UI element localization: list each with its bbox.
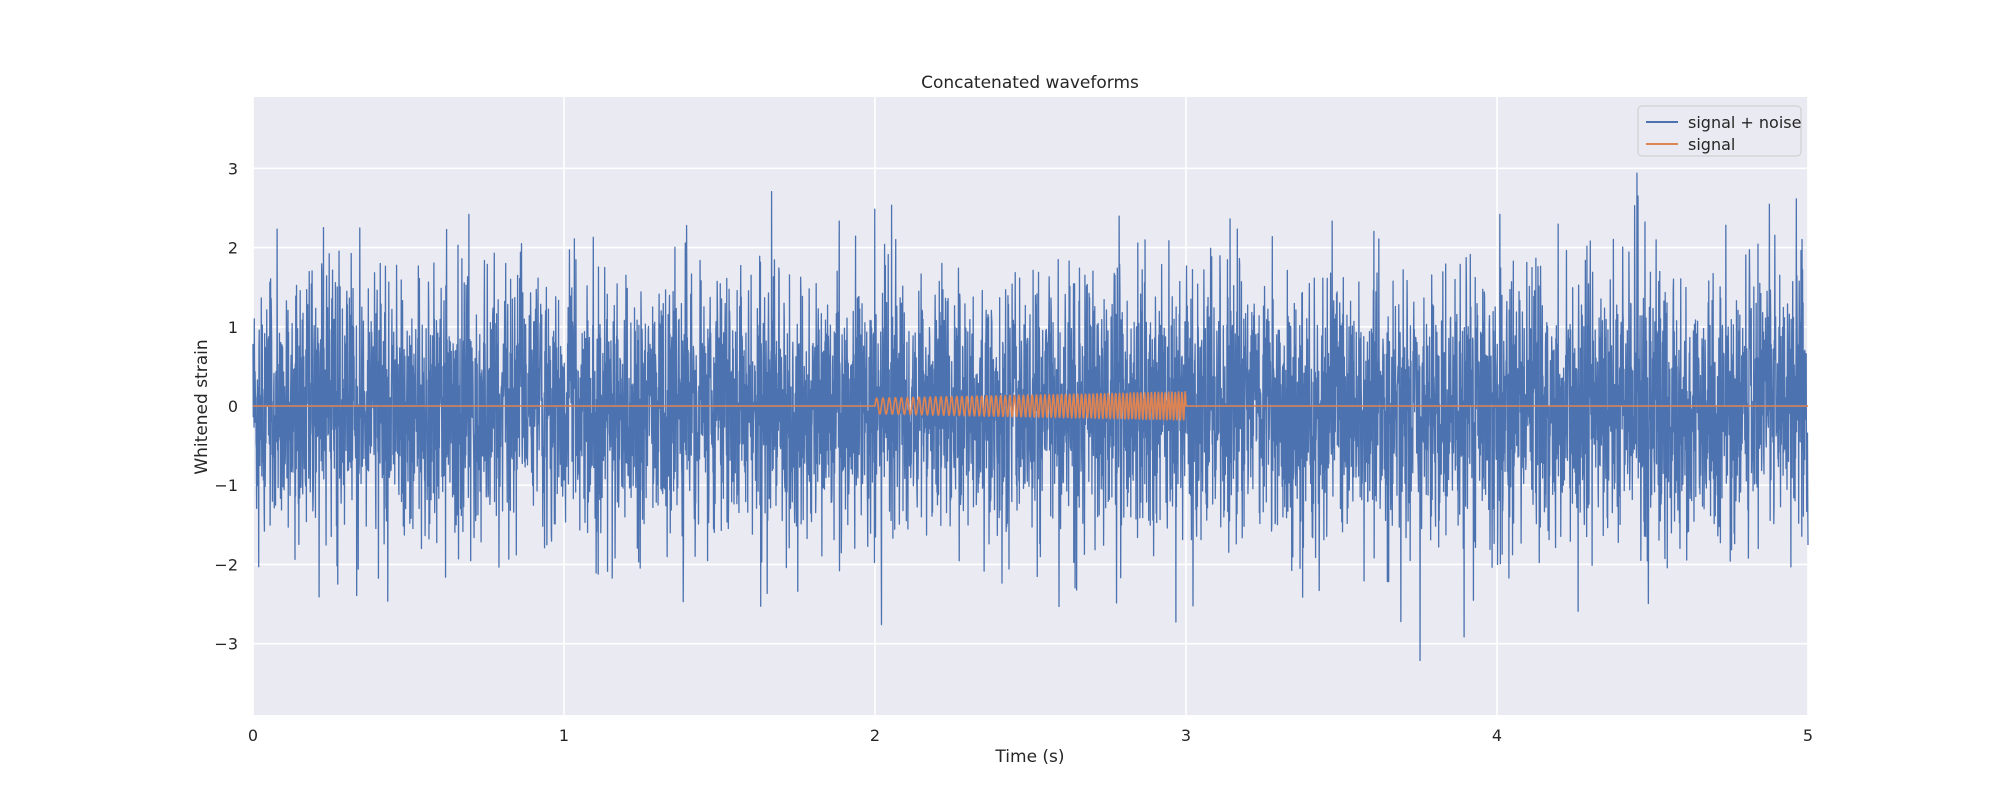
legend-label: signal + noise	[1688, 113, 1801, 132]
x-tick-label: 1	[559, 726, 569, 745]
y-tick-label: −1	[214, 476, 238, 495]
legend: signal + noise signal	[1637, 105, 1802, 157]
y-tick-label: 1	[228, 318, 238, 337]
x-tick-label: 4	[1492, 726, 1502, 745]
tick-labels: 0 1 2 3 4 5 −3 −2 −1 0 1 2 3	[214, 159, 1813, 745]
x-tick-label: 2	[870, 726, 880, 745]
x-axis-label: Time (s)	[994, 747, 1064, 767]
series-line-signal	[252, 391, 1809, 421]
x-tick-label: 3	[1181, 726, 1191, 745]
y-tick-label: −2	[214, 555, 238, 574]
y-tick-label: 3	[228, 159, 238, 178]
x-tick-label: 0	[248, 726, 258, 745]
y-axis-label: Whitened strain	[192, 339, 212, 474]
y-tick-label: 0	[228, 397, 238, 416]
x-tick-label: 5	[1803, 726, 1813, 745]
y-tick-label: 2	[228, 239, 238, 258]
chart-title: Concatenated waveforms	[921, 73, 1139, 93]
y-tick-label: −3	[214, 635, 238, 654]
legend-box	[1637, 105, 1802, 157]
legend-label: signal	[1688, 135, 1735, 154]
